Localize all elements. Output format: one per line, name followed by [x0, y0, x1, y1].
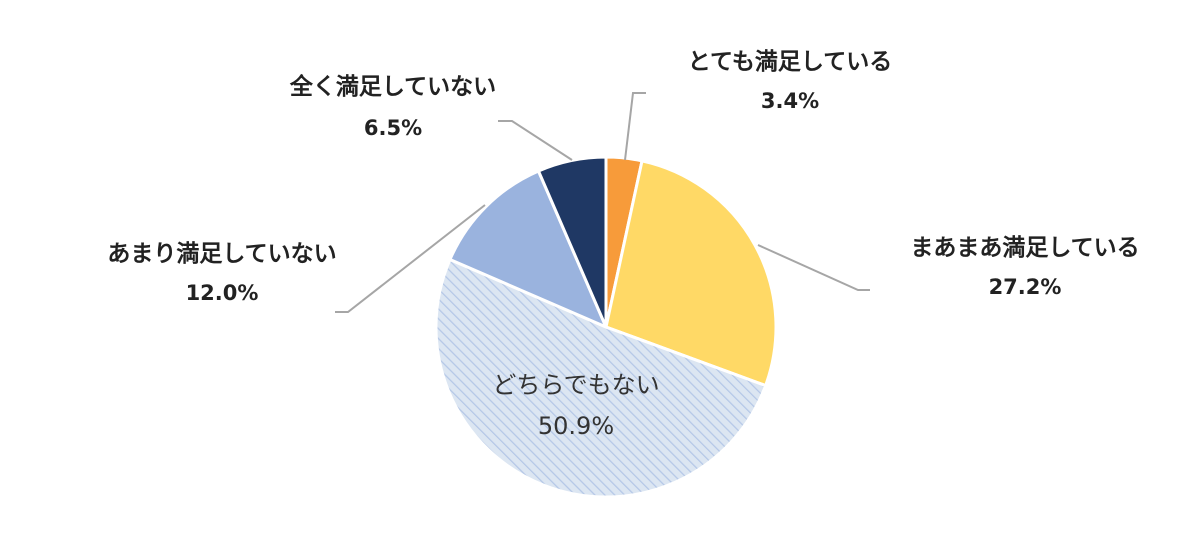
leader-line-very-satisfied — [624, 92, 646, 161]
label-not-very-satisfied: あまり満足していない — [107, 241, 336, 267]
leader-line-somewhat-satisfied — [757, 244, 870, 291]
value-neutral: 50.9% — [538, 412, 614, 440]
value-somewhat-satisfied: 27.2% — [989, 275, 1062, 299]
label-somewhat-satisfied: まあまあ満足している — [910, 235, 1139, 261]
leader-line-not-very-satisfied — [335, 204, 486, 313]
leader-line-not-satisfied-at-all — [498, 120, 573, 161]
slice-not-very-satisfied — [448, 169, 609, 330]
value-not-very-satisfied: 12.0% — [186, 281, 259, 305]
label-neutral: どちらでもない — [492, 371, 659, 399]
slice-neutral — [434, 257, 768, 499]
value-not-satisfied-at-all: 6.5% — [364, 116, 422, 140]
label-very-satisfied: とても満足している — [688, 49, 892, 75]
slice-somewhat-satisfied — [604, 159, 778, 388]
value-very-satisfied: 3.4% — [761, 89, 819, 113]
label-not-satisfied-at-all: 全く満足していない — [289, 73, 496, 100]
